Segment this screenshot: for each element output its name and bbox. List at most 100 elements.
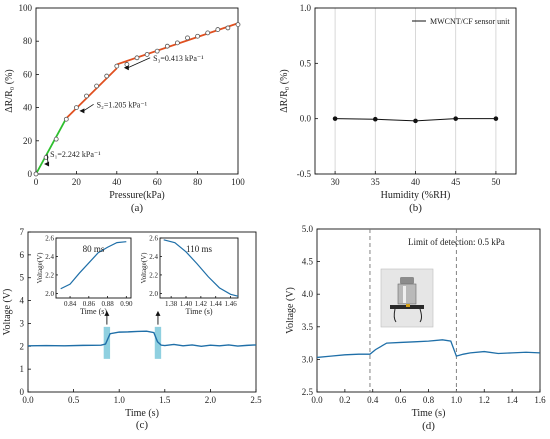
inset-frame bbox=[55, 237, 132, 299]
fit-line bbox=[35, 117, 68, 175]
x-tick-label: 40 bbox=[411, 177, 421, 187]
x-tick-label: 0.8 bbox=[423, 395, 435, 405]
legend-label: MWCNT/CF sensor unit bbox=[430, 17, 510, 26]
y-tick-label: 4.0 bbox=[302, 289, 314, 299]
data-point bbox=[84, 93, 89, 99]
inset-line bbox=[163, 239, 239, 297]
inset-x-label: Time (s) bbox=[80, 307, 107, 316]
panel-label: (c) bbox=[136, 419, 149, 431]
arrow-head bbox=[79, 108, 85, 114]
inset-y-tick-label: 2.6 bbox=[149, 235, 158, 243]
data-point bbox=[174, 40, 180, 46]
inset-line bbox=[60, 241, 127, 290]
data-point bbox=[225, 25, 231, 31]
arrow-head bbox=[155, 310, 161, 316]
arrow-head bbox=[44, 161, 50, 167]
data-point bbox=[74, 105, 79, 110]
data-point bbox=[53, 136, 59, 142]
x-tick-label: 1.0 bbox=[114, 395, 126, 405]
inset-frame bbox=[159, 237, 239, 299]
data-point bbox=[413, 118, 418, 124]
inset-y-tick-label: 2.0 bbox=[45, 290, 54, 298]
x-tick-label: 100 bbox=[231, 177, 245, 187]
data-point bbox=[195, 33, 201, 39]
data-point bbox=[493, 116, 499, 121]
y-tick-label: 20 bbox=[23, 136, 33, 146]
data-point bbox=[94, 83, 99, 89]
slope-annotation: S₁=2.242 kPa⁻¹ bbox=[50, 150, 101, 159]
y-axis-label: ΔR/R₀ (%) bbox=[4, 69, 15, 113]
arrow-head bbox=[104, 310, 110, 316]
inset-x-tick-label: 1.44 bbox=[210, 300, 223, 308]
x-tick-label: 0.4 bbox=[367, 395, 379, 405]
panel-d: 0.0 0.2 0.4 0.6 0.8 1.0 1.2 1.4 1.6 2.5 3.0 3.5 4.0 4… bbox=[285, 224, 546, 432]
panel-a: 0 20 40 60 80 100 0 20 40 60 80 100 Pressure(kPa) ΔR/… bbox=[4, 3, 245, 214]
inset-duration-label: 110 ms bbox=[186, 244, 212, 254]
inset-x-tick-label: 1.46 bbox=[224, 300, 237, 308]
data-point bbox=[373, 116, 378, 122]
inset-x-tick-label: 1.38 bbox=[165, 300, 178, 308]
y-tick-label: -0.5 bbox=[297, 169, 312, 179]
data-point bbox=[332, 116, 338, 121]
x-tick-label: 1.2 bbox=[479, 395, 490, 405]
data-point bbox=[235, 22, 241, 28]
y-tick-label: 5.0 bbox=[302, 224, 314, 234]
inset-y-label: Voltage(V) bbox=[36, 252, 44, 284]
panel-label: (a) bbox=[131, 202, 144, 214]
data-point bbox=[114, 63, 120, 69]
slope-annotation: S₂=1.205 kPa⁻¹ bbox=[97, 100, 148, 109]
arrow-head bbox=[123, 65, 129, 71]
data-point bbox=[134, 55, 140, 61]
x-tick-label: 45 bbox=[451, 177, 461, 187]
data-point bbox=[164, 43, 170, 49]
weight-photo bbox=[380, 268, 434, 328]
y-tick-label: 0.5 bbox=[300, 58, 312, 68]
x-axis-label: Pressure(kPa) bbox=[109, 190, 165, 201]
y-tick-label: 100 bbox=[19, 3, 33, 13]
annotation-arrow bbox=[83, 103, 94, 112]
x-tick-label: 30 bbox=[331, 177, 341, 187]
x-tick-label: 0.5 bbox=[68, 395, 80, 405]
y-tick-label: 7 bbox=[20, 227, 25, 237]
x-tick-label: 1.0 bbox=[451, 395, 463, 405]
slope-annotation: S₃=0.413 kPa⁻¹ bbox=[153, 54, 204, 63]
weight-highlight bbox=[403, 286, 406, 303]
y-tick-label: 2.5 bbox=[302, 387, 314, 397]
inset-y-tick-label: 2.2 bbox=[45, 271, 54, 279]
data-point bbox=[185, 35, 190, 41]
data-point bbox=[205, 30, 211, 36]
inset-y-tick-label: 2.6 bbox=[45, 235, 54, 243]
y-axis-label: Voltage (V) bbox=[2, 289, 13, 336]
inset-x-tick-label: 0.90 bbox=[120, 300, 133, 308]
data-point bbox=[154, 48, 160, 54]
panel-c: 0.0 0.5 1.0 1.5 2.0 2.5 0 1 2 3 4 5 6 7 Time (s) Voltag… bbox=[2, 227, 262, 431]
x-axis-label: Time (s) bbox=[125, 408, 159, 419]
plot-frame bbox=[35, 7, 239, 175]
y-tick-label: 3.5 bbox=[302, 322, 314, 332]
data-point bbox=[33, 171, 39, 177]
x-axis-label: Humidity (%RH) bbox=[381, 190, 451, 201]
inset-x-tick-label: 1.40 bbox=[180, 300, 193, 308]
y-tick-label: 80 bbox=[23, 36, 33, 46]
y-tick-label: 60 bbox=[23, 69, 33, 79]
data-point bbox=[215, 27, 221, 32]
inset-x-tick-label: 0.84 bbox=[64, 300, 77, 308]
y-tick-label: 4.5 bbox=[302, 257, 314, 267]
x-axis-label: Time (s) bbox=[412, 408, 446, 419]
panel-b: 30 35 40 45 50 -0.5 0.0 0.5 1.0 Humidity (%RH) ΔR/… bbox=[279, 3, 517, 214]
y-tick-label: 2 bbox=[20, 341, 25, 351]
x-tick-label: 35 bbox=[371, 177, 381, 187]
x-tick-label: 0.2 bbox=[339, 395, 350, 405]
y-tick-label: 40 bbox=[23, 103, 33, 113]
y-axis-label: Voltage (V) bbox=[285, 287, 296, 334]
inset-y-tick-label: 2.4 bbox=[149, 253, 158, 261]
x-tick-label: 2.5 bbox=[250, 395, 262, 405]
x-tick-label: 20 bbox=[72, 177, 82, 187]
sensor-contact bbox=[406, 304, 410, 307]
x-tick-label: 2.0 bbox=[205, 395, 217, 405]
x-tick-label: 50 bbox=[491, 177, 501, 187]
x-tick-label: 1.4 bbox=[507, 395, 519, 405]
x-tick-label: 1.5 bbox=[159, 395, 171, 405]
highlight-band bbox=[103, 326, 111, 359]
